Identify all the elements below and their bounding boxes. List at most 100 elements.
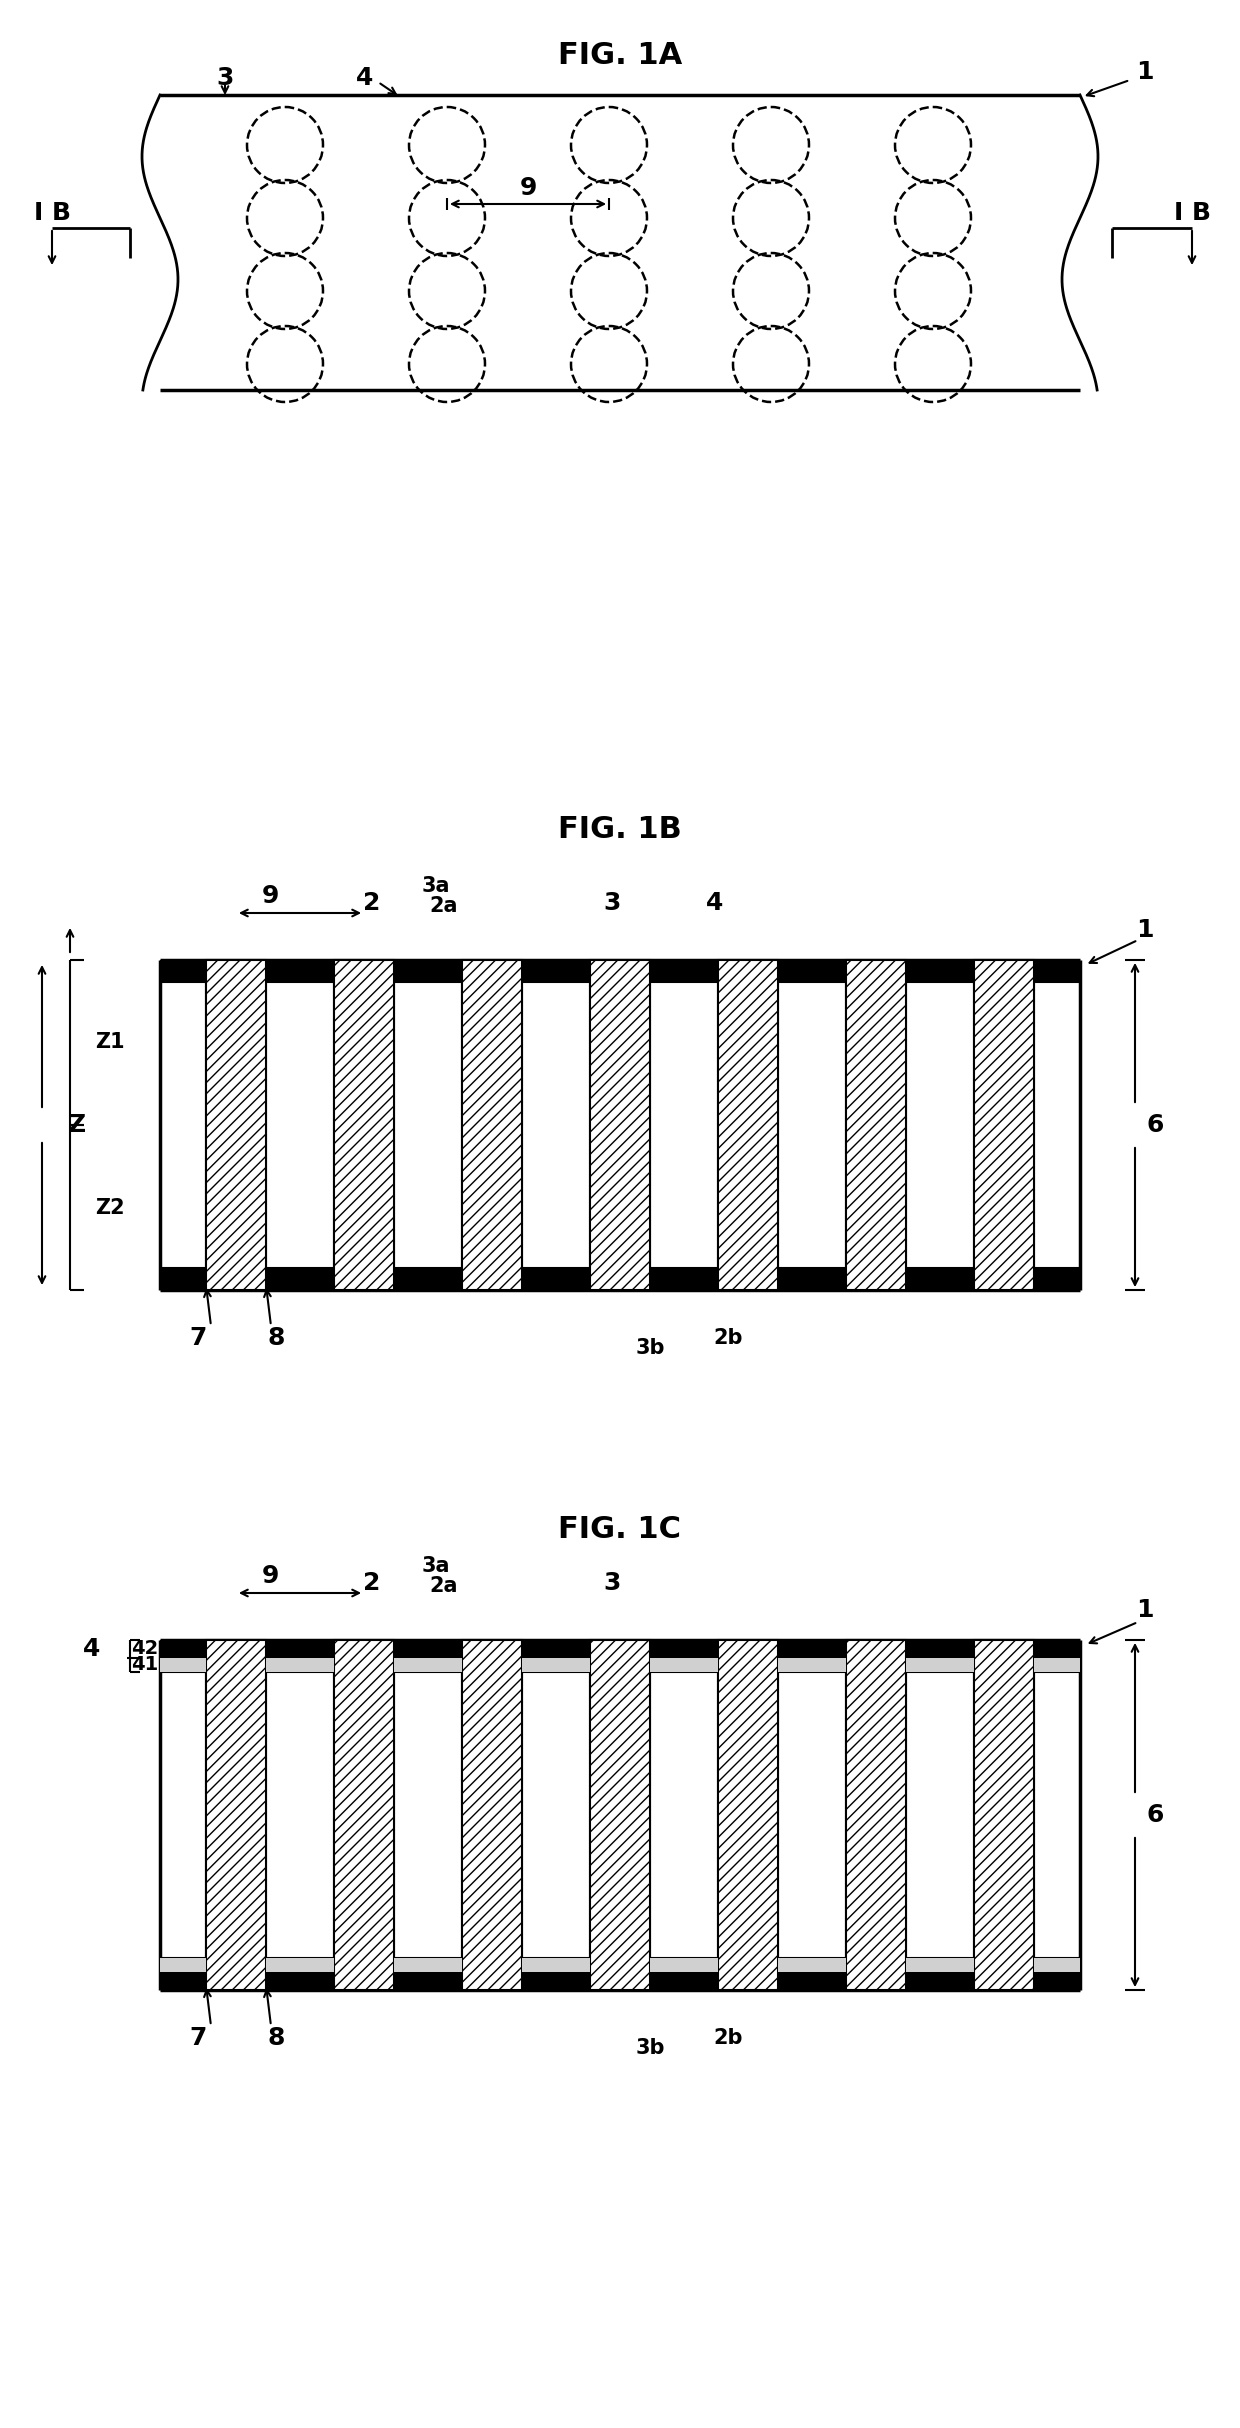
Bar: [334, 1639, 394, 1991]
Text: 9: 9: [262, 1564, 279, 1588]
Text: 6: 6: [1146, 1804, 1163, 1826]
Bar: [160, 959, 206, 981]
Text: 2: 2: [363, 1571, 381, 1595]
Bar: [522, 1267, 590, 1289]
Bar: [160, 1639, 206, 1658]
Text: 9: 9: [262, 884, 279, 908]
Bar: [160, 1658, 1080, 1673]
Bar: [206, 959, 267, 1289]
Bar: [160, 1639, 1080, 1991]
Bar: [394, 1957, 463, 1972]
Bar: [590, 1639, 650, 1991]
Bar: [160, 1267, 206, 1289]
Text: I B: I B: [33, 202, 71, 226]
Text: 42: 42: [131, 1639, 159, 1658]
Text: 1: 1: [1136, 1598, 1153, 1622]
Bar: [160, 1658, 206, 1673]
Bar: [160, 1972, 206, 1991]
Bar: [160, 1957, 1080, 1972]
Text: Z2: Z2: [95, 1197, 125, 1216]
Text: 7: 7: [190, 2025, 207, 2049]
Bar: [160, 1957, 206, 1972]
Bar: [777, 1639, 846, 1658]
Text: 1: 1: [1136, 918, 1153, 942]
Bar: [1034, 959, 1080, 981]
Bar: [267, 1267, 334, 1289]
Bar: [267, 1972, 334, 1991]
Text: Z1: Z1: [95, 1032, 125, 1051]
Text: 2b: 2b: [713, 2027, 743, 2047]
Bar: [1034, 1639, 1080, 1658]
Bar: [267, 1957, 334, 1972]
Text: 6: 6: [1146, 1112, 1163, 1136]
Bar: [206, 1639, 267, 1991]
Bar: [394, 959, 463, 981]
Bar: [650, 1957, 718, 1972]
Bar: [777, 1658, 846, 1673]
Text: 7: 7: [190, 1326, 207, 1350]
Bar: [906, 959, 973, 981]
Text: 2: 2: [363, 891, 381, 915]
Text: 3: 3: [604, 891, 621, 915]
Text: 2a: 2a: [430, 1576, 459, 1595]
Bar: [267, 959, 334, 981]
Text: 2b: 2b: [713, 1328, 743, 1348]
Bar: [650, 959, 718, 981]
Bar: [394, 1658, 463, 1673]
Bar: [650, 1639, 718, 1658]
Bar: [650, 1267, 718, 1289]
Bar: [650, 1972, 718, 1991]
Text: 8: 8: [268, 2025, 285, 2049]
Bar: [160, 1639, 1080, 1658]
Bar: [906, 1957, 973, 1972]
Bar: [777, 1972, 846, 1991]
Bar: [973, 1639, 1034, 1991]
Text: 4: 4: [707, 891, 724, 915]
Bar: [267, 1658, 334, 1673]
Bar: [463, 1639, 522, 1991]
Text: 2a: 2a: [430, 896, 459, 915]
Bar: [846, 1639, 906, 1991]
Text: 3a: 3a: [422, 1556, 450, 1576]
Bar: [522, 1957, 590, 1972]
Text: Z: Z: [68, 1112, 86, 1136]
Bar: [522, 959, 590, 981]
Text: 9: 9: [520, 175, 537, 199]
Text: FIG. 1A: FIG. 1A: [558, 41, 682, 70]
Bar: [160, 1972, 1080, 1991]
Bar: [1034, 1267, 1080, 1289]
Text: 3a: 3a: [422, 877, 450, 896]
Bar: [777, 1957, 846, 1972]
Text: 3: 3: [216, 66, 233, 90]
Bar: [160, 959, 1080, 981]
Bar: [160, 981, 1080, 1267]
Bar: [394, 1972, 463, 1991]
Bar: [1034, 1957, 1080, 1972]
Bar: [777, 959, 846, 981]
Bar: [846, 959, 906, 1289]
Bar: [522, 1972, 590, 1991]
Text: 8: 8: [268, 1326, 285, 1350]
Text: 4: 4: [356, 66, 373, 90]
Text: FIG. 1B: FIG. 1B: [558, 816, 682, 845]
Text: FIG. 1C: FIG. 1C: [558, 1515, 682, 1544]
Bar: [394, 1639, 463, 1658]
Bar: [718, 959, 777, 1289]
Bar: [522, 1639, 590, 1658]
Text: 3b: 3b: [635, 2037, 665, 2059]
Bar: [650, 1658, 718, 1673]
Text: 4: 4: [83, 1636, 100, 1661]
Bar: [777, 1267, 846, 1289]
Bar: [590, 959, 650, 1289]
Bar: [906, 1658, 973, 1673]
Bar: [463, 959, 522, 1289]
Bar: [718, 1639, 777, 1991]
Text: 1: 1: [1136, 61, 1153, 85]
Bar: [906, 1639, 973, 1658]
Bar: [160, 1673, 1080, 1957]
Bar: [1034, 1658, 1080, 1673]
Bar: [160, 1267, 1080, 1289]
Bar: [160, 959, 1080, 1289]
Bar: [973, 959, 1034, 1289]
Bar: [906, 1267, 973, 1289]
